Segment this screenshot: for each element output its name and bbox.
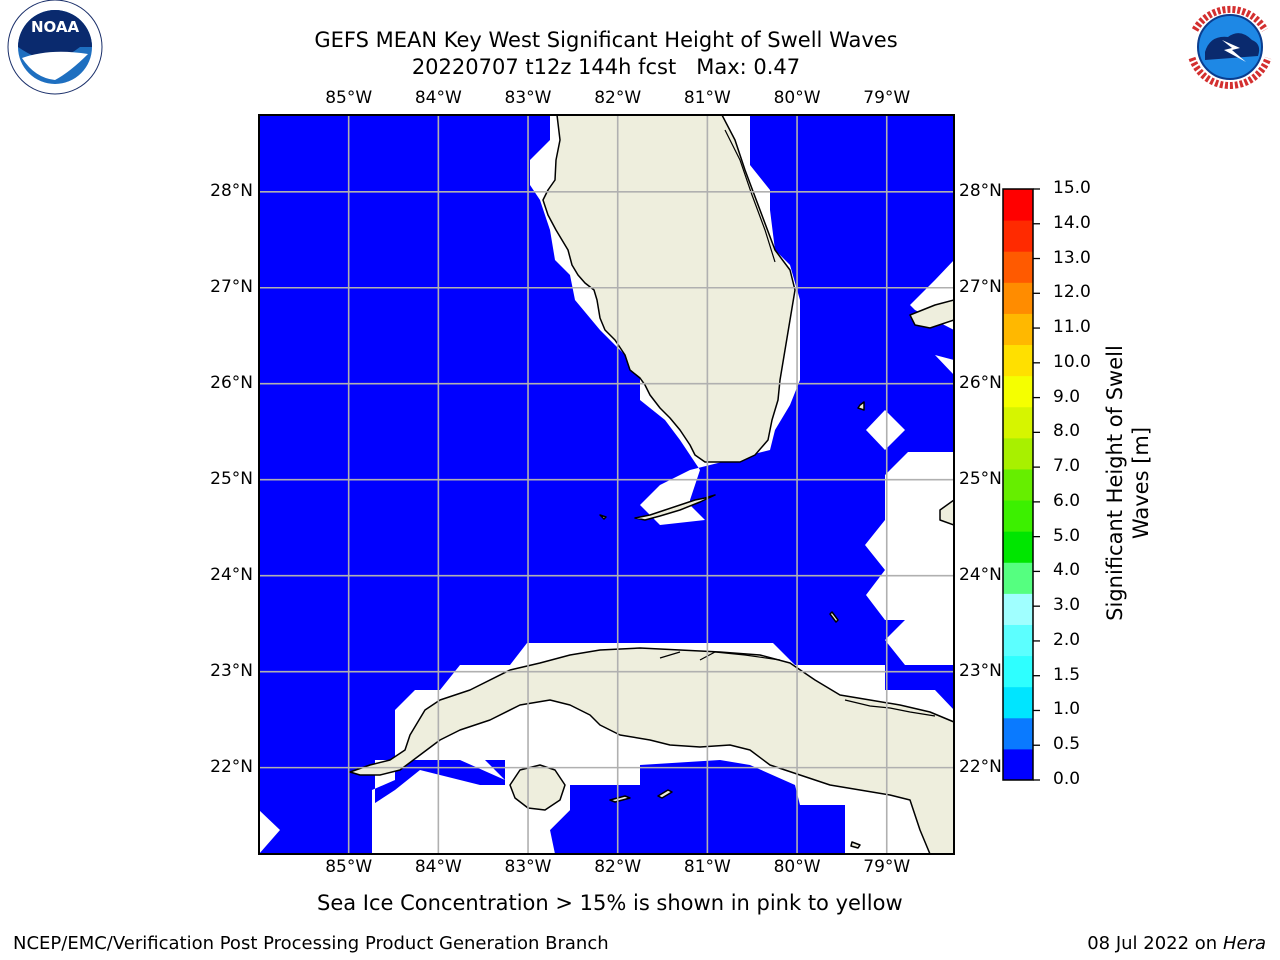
lat-label-right: 25°N — [959, 468, 1002, 489]
colorbar-tick-label: 11.0 — [1053, 317, 1091, 338]
lat-label-right: 22°N — [959, 756, 1002, 777]
colorbar — [1003, 188, 1040, 781]
colorbar-tick-label: 14.0 — [1053, 212, 1091, 233]
colorbar-segment — [1003, 686, 1033, 719]
colorbar-tick-label: 9.0 — [1053, 386, 1081, 407]
gridlines — [259, 115, 954, 854]
colorbar-tick-label: 4.0 — [1053, 560, 1081, 581]
colorbar-tick-label: 1.5 — [1053, 664, 1081, 685]
land-bahamas-andros — [939, 499, 954, 526]
colorbar-label: Significant Height of Swell Waves [m] — [1102, 323, 1154, 643]
nodata-sw-corner — [259, 810, 280, 854]
lat-label-left: 27°N — [210, 276, 253, 297]
chart-subtitle: 20220707 t12z 144h fcst Max: 0.47 — [411, 55, 801, 79]
land-cay-2 — [657, 789, 673, 799]
land-cuba — [349, 647, 954, 854]
nodata-bahamas-west — [866, 410, 905, 450]
colorbar-tick-label: 0.5 — [1053, 734, 1081, 755]
lon-label-top: 85°W — [325, 88, 373, 108]
footer-date: 08 Jul 2022 on Hera — [1087, 933, 1266, 954]
land-keys-2 — [599, 514, 607, 520]
colorbar-segment — [1003, 468, 1033, 501]
noaa-logo — [7, 0, 103, 95]
lat-label-left: 23°N — [210, 660, 253, 681]
land-keys-1 — [634, 494, 716, 521]
land-bahamas-small-1 — [857, 401, 865, 411]
lat-label-right: 23°N — [959, 660, 1002, 681]
colorbar-segment — [1003, 593, 1033, 625]
colorbar-tick-label: 15.0 — [1053, 178, 1091, 198]
colorbar-segment — [1003, 717, 1033, 750]
colorbar-segment — [1003, 531, 1033, 563]
colorbar-segment — [1003, 748, 1033, 781]
colorbar-tick-label: 8.0 — [1053, 421, 1081, 442]
colorbar-segment — [1003, 220, 1033, 252]
colorbar-label-line1: Significant Height of Swell — [1103, 345, 1127, 621]
lon-label-top: 84°W — [414, 88, 462, 108]
lon-label-bottom: 79°W — [863, 857, 911, 877]
land-cay-3 — [850, 841, 861, 849]
lat-label-left: 26°N — [210, 372, 253, 393]
lat-label-right: 26°N — [959, 372, 1002, 393]
colorbar-segment — [1003, 624, 1033, 657]
colorbar-tick-label: 5.0 — [1053, 525, 1081, 546]
colorbar-segment — [1003, 375, 1033, 408]
colorbar-segment — [1003, 500, 1033, 532]
nws-logo — [1184, 1, 1276, 93]
lon-label-bottom: 84°W — [414, 857, 462, 877]
land-bahamas-small-2 — [829, 611, 839, 623]
lon-label-bottom: 82°W — [594, 857, 642, 877]
land-cay-1 — [609, 795, 631, 803]
lat-label-right: 24°N — [959, 564, 1002, 585]
lon-label-bottom: 83°W — [504, 857, 552, 877]
sea-ice-note: Sea Ice Concentration > 15% is shown in … — [317, 891, 903, 915]
lon-label-top: 79°W — [863, 88, 911, 108]
chart-title: GEFS MEAN Key West Significant Height of… — [314, 28, 898, 52]
colorbar-segment — [1003, 189, 1033, 221]
colorbar-segment — [1003, 655, 1033, 688]
colorbar-tick-label: 7.0 — [1053, 456, 1081, 477]
footer-branch: NCEP/EMC/Verification Post Processing Pr… — [13, 933, 609, 954]
colorbar-tick-label: 12.0 — [1053, 282, 1091, 303]
colorbar-tick-label: 1.0 — [1053, 699, 1081, 720]
footer-machine: Hera — [1222, 933, 1266, 954]
lon-label-top: 83°W — [504, 88, 552, 108]
colorbar-segment — [1003, 562, 1033, 594]
map-area — [259, 115, 954, 854]
colorbar-frame — [1002, 188, 1034, 781]
lon-label-bottom: 80°W — [773, 857, 821, 877]
lon-label-top: 80°W — [773, 88, 821, 108]
lat-label-right: 28°N — [959, 180, 1002, 201]
land-bahamas-abaco — [909, 299, 954, 329]
colorbar-tick-label: 3.0 — [1053, 595, 1081, 616]
lat-label-right: 27°N — [959, 276, 1002, 297]
lon-label-top: 82°W — [594, 88, 642, 108]
noaa-logo-text: NOAA — [30, 18, 80, 36]
colorbar-tick-label: 13.0 — [1053, 247, 1091, 268]
lon-label-bottom: 85°W — [325, 857, 373, 877]
lon-label-top: 81°W — [683, 88, 731, 108]
colorbar-segment — [1003, 282, 1033, 314]
colorbar-segment — [1003, 313, 1033, 346]
lat-label-left: 28°N — [210, 180, 253, 201]
colorbar-tick-label: 10.0 — [1053, 351, 1091, 372]
colorbar-segment — [1003, 344, 1033, 377]
lat-label-left: 22°N — [210, 756, 253, 777]
colorbar-tick-label: 2.0 — [1053, 629, 1081, 650]
colorbar-segment — [1003, 437, 1033, 470]
colorbar-segment — [1003, 406, 1033, 439]
footer-date-text: 08 Jul 2022 on — [1087, 933, 1223, 954]
lon-label-bottom: 81°W — [683, 857, 731, 877]
colorbar-tick-label: 6.0 — [1053, 490, 1081, 511]
colorbar-segment — [1003, 251, 1033, 283]
map-frame — [258, 114, 955, 855]
lat-label-left: 24°N — [210, 564, 253, 585]
colorbar-tick-label: 0.0 — [1053, 769, 1081, 789]
lat-label-left: 25°N — [210, 468, 253, 489]
colorbar-label-line2: Waves [m] — [1129, 426, 1153, 540]
